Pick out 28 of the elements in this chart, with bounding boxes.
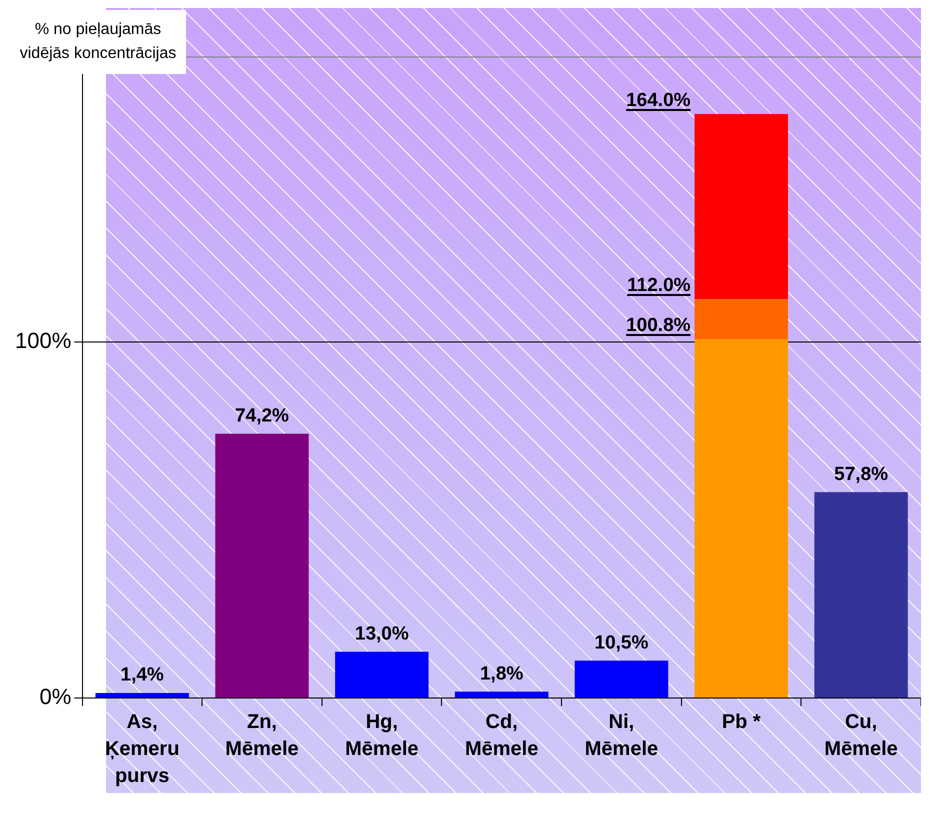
x-tick-label: As, Ķemeru purvs <box>104 711 180 788</box>
annotation: 112.0% <box>627 275 691 298</box>
data-label: 74,2% <box>235 406 290 426</box>
x-tick-label: Ni, Mēmele <box>584 711 658 760</box>
data-label: 10,5% <box>594 632 648 654</box>
bar <box>694 339 788 698</box>
bar <box>215 434 309 698</box>
bar <box>694 114 788 300</box>
bar <box>454 692 548 698</box>
bar <box>95 693 189 698</box>
y-tick-label: 0% <box>39 684 72 710</box>
data-label: 1,8% <box>480 663 524 684</box>
annotation: 164.0% <box>626 90 691 112</box>
data-label: 13,0% <box>354 623 409 644</box>
bar <box>335 652 429 698</box>
x-tick-label: Hg, Mēmele <box>345 711 418 760</box>
data-label: 57,8% <box>834 464 888 485</box>
bar <box>694 299 788 340</box>
annotation: 100.8% <box>626 315 691 338</box>
bar <box>814 492 908 698</box>
data-label: 1,4% <box>120 664 164 686</box>
x-tick-label: Pb * <box>722 711 761 734</box>
y-tick-label: 100% <box>14 328 72 353</box>
x-tick-label: Cu, Mēmele <box>824 711 898 760</box>
bar <box>574 660 668 698</box>
y-axis-title: % no pieļaujamās vidējās koncentrācijas <box>10 10 186 74</box>
x-tick-label: Zn, Mēmele <box>225 711 299 760</box>
x-tick-label: Cd, Mēmele <box>464 711 538 760</box>
